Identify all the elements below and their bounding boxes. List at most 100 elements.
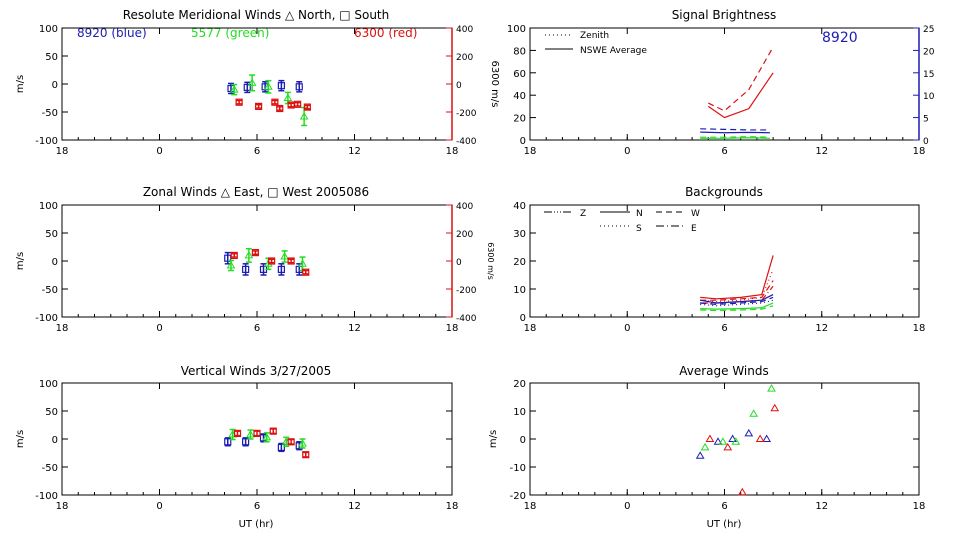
y-tick-label: -50: [42, 463, 58, 474]
data-point-square: [287, 438, 295, 446]
x-tick-label: 18: [446, 323, 459, 334]
legend-label-s: S: [636, 224, 642, 234]
y2-axis-label-meridional: 6300 m/s: [489, 61, 500, 108]
data-point-triangle: [767, 384, 776, 392]
x-tick-label: 18: [524, 146, 537, 157]
data-point-triangle: [283, 93, 293, 101]
y2-tick-label: -200: [456, 286, 477, 296]
y2-tick-label: -200: [456, 109, 477, 119]
data-point-square: [242, 265, 250, 273]
data-point-square: [235, 98, 243, 106]
data-point-triangle: [299, 111, 309, 120]
annotation-8920-blue: 8920 (blue): [77, 26, 147, 40]
data-point-square: [271, 98, 279, 106]
data-point-triangle: [723, 442, 733, 451]
y-tick-label: 10: [513, 285, 526, 296]
x-tick-label: 6: [721, 323, 727, 334]
y-tick-label: 30: [513, 229, 526, 240]
y-tick-label: 60: [513, 69, 526, 80]
panel-title-brightness: Signal Brightness: [672, 8, 777, 22]
data-point-triangle: [264, 82, 273, 90]
y2-tick-label: 200: [456, 53, 473, 63]
series-line: [708, 46, 774, 112]
y-tick-label: 0: [520, 136, 526, 147]
series-line: [700, 280, 774, 301]
y-tick-label: 20: [513, 257, 526, 268]
data-point-square: [294, 100, 302, 108]
data-point-triangle: [731, 437, 741, 445]
x-tick-label: 12: [348, 323, 361, 334]
y-tick-label: 0: [52, 80, 58, 91]
x-tick-label: 18: [524, 323, 537, 334]
y-tick-label: 0: [520, 435, 526, 446]
data-point-square: [303, 103, 311, 111]
series-line: [700, 255, 774, 300]
data-point-triangle: [755, 434, 765, 442]
plot-frame: [61, 27, 453, 141]
y2-axis-label-zonal: 6300 m/s: [486, 242, 495, 280]
data-point-square: [255, 102, 263, 111]
x-tick-label: 12: [815, 323, 828, 334]
x-tick-label: 6: [254, 323, 260, 334]
legend-brightness: Zenith NSWE Average: [545, 31, 647, 56]
y-tick-label: 40: [513, 201, 526, 212]
data-point-triangle: [229, 85, 239, 93]
y-tick-label: 0: [52, 257, 58, 268]
legend-backgrounds: Z N W S E: [544, 209, 700, 234]
data-point-triangle: [728, 434, 737, 442]
x-tick-label: 6: [721, 501, 727, 512]
x-tick-label: 0: [156, 323, 162, 334]
y-tick-label: -100: [35, 491, 58, 502]
data-point-square: [287, 257, 295, 265]
x-tick-label: 0: [156, 501, 162, 512]
plot-frame: [529, 27, 920, 141]
y2-tick-label: 25: [923, 25, 934, 35]
data-point-triangle: [695, 451, 705, 459]
series-line: [700, 136, 770, 138]
series-line: [700, 269, 774, 303]
x-tick-label: 18: [56, 501, 69, 512]
y-tick-label: 0: [520, 313, 526, 324]
y2-tick-label: 10: [923, 92, 935, 102]
y2-tick-label: 5: [923, 115, 929, 125]
x-tick-label: 0: [624, 146, 630, 157]
corner-label-8920: 8920: [822, 30, 858, 46]
data-point-triangle: [749, 409, 759, 417]
x-tick-label: 12: [348, 146, 361, 157]
series-line: [700, 285, 774, 304]
y-tick-label: 100: [507, 24, 526, 35]
data-point-triangle: [762, 434, 772, 442]
series-line: [700, 137, 770, 139]
panel-title-meridional: Resolute Meridional Winds △ North, □ Sou…: [123, 8, 390, 22]
x-tick-label: 18: [913, 501, 926, 512]
y2-tick-label: 20: [923, 47, 935, 57]
series-line: [700, 305, 774, 312]
y2-tick-label: 0: [456, 81, 462, 91]
data-point-triangle: [247, 78, 257, 86]
series-line: [700, 296, 774, 306]
x-tick-label: 18: [56, 323, 69, 334]
data-point-triangle: [244, 250, 254, 259]
y-axis-label-vertical: m/s: [15, 430, 26, 448]
data-point-triangle: [262, 432, 272, 441]
x-tick-label: 18: [446, 501, 459, 512]
x-tick-label: 0: [624, 323, 630, 334]
x-tick-label: 0: [156, 146, 162, 157]
series-line: [700, 128, 770, 131]
series-line: [700, 302, 774, 310]
x-tick-label: 18: [913, 323, 926, 334]
data-point-triangle: [280, 252, 289, 260]
y-tick-label: -20: [510, 491, 526, 502]
y-tick-label: -50: [42, 285, 58, 296]
series-line: [700, 294, 774, 304]
panel-title-zonal: Zonal Winds △ East, □ West 2005086: [143, 185, 369, 199]
data-point-square: [224, 438, 232, 446]
